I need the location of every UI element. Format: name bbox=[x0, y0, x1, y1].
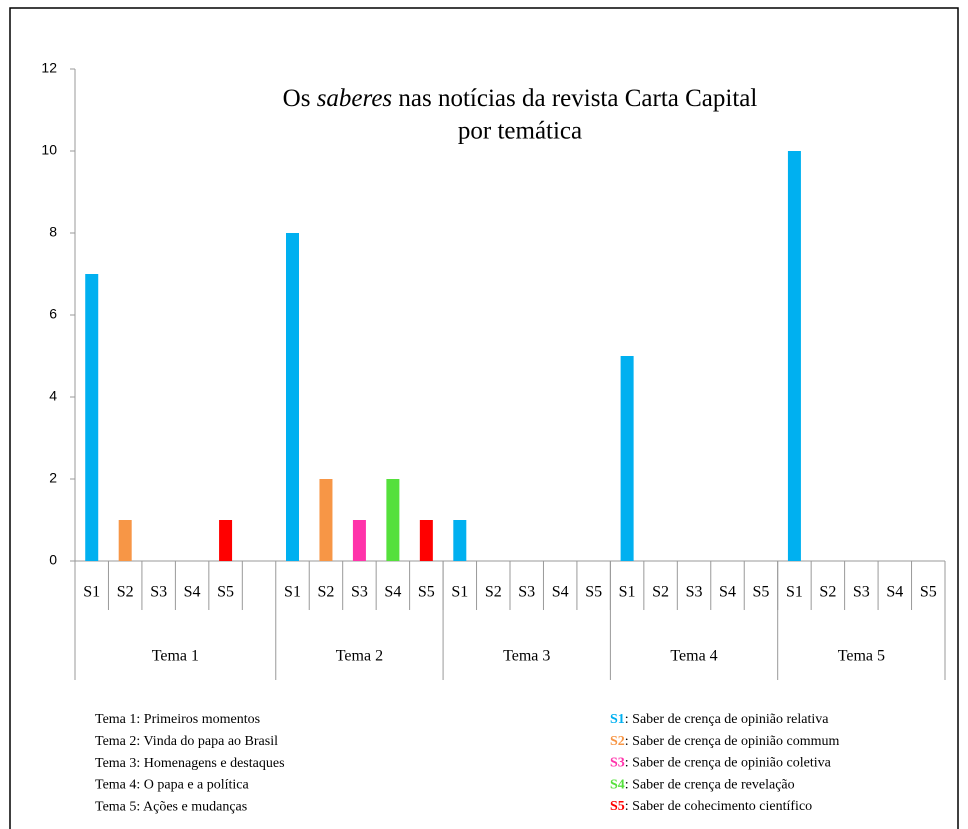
x-tick-label: S5 bbox=[418, 584, 435, 601]
bar bbox=[219, 520, 233, 561]
x-tick-label: S1 bbox=[451, 584, 468, 601]
x-tick-label: S2 bbox=[819, 584, 836, 601]
x-tick-label: S4 bbox=[719, 584, 736, 601]
x-tick-label: S1 bbox=[284, 584, 301, 601]
y-tick-label: 0 bbox=[49, 552, 57, 568]
bar bbox=[118, 520, 132, 561]
x-tick-label: S5 bbox=[920, 584, 937, 601]
legend-entry: S4: Saber de crença de revelação bbox=[610, 778, 795, 793]
group-label: Tema 4 bbox=[670, 648, 717, 665]
bar bbox=[286, 233, 299, 561]
chart-title: por temática bbox=[458, 118, 582, 145]
bar bbox=[419, 520, 433, 561]
legend-text: : Saber de crença de opinião coletiva bbox=[625, 756, 832, 771]
x-tick-label: S5 bbox=[217, 584, 234, 601]
legend-text: : Saber de cohecimento científico bbox=[625, 799, 812, 814]
group-label: Tema 5 bbox=[838, 648, 885, 665]
legend-key: S5 bbox=[610, 799, 625, 814]
bar bbox=[352, 520, 366, 561]
x-tick-label: S3 bbox=[150, 584, 167, 601]
group-label: Tema 1 bbox=[152, 648, 199, 665]
x-tick-label: S1 bbox=[83, 584, 100, 601]
x-tick-label: S3 bbox=[686, 584, 703, 601]
bar bbox=[787, 151, 801, 561]
note: Tema 2: Vinda do papa ao Brasil bbox=[95, 734, 278, 749]
legend-key: S2 bbox=[610, 734, 625, 749]
x-tick-label: S4 bbox=[384, 584, 401, 601]
legend-entry: S1: Saber de crença de opinião relativa bbox=[610, 712, 829, 727]
note: Tema 1: Primeiros momentos bbox=[95, 712, 260, 727]
group-label: Tema 2 bbox=[336, 648, 383, 665]
legend-entry: S3: Saber de crença de opinião coletiva bbox=[610, 756, 832, 771]
title-part: Os bbox=[283, 85, 317, 112]
chart-title: Os saberes nas notícias da revista Carta… bbox=[283, 85, 758, 112]
title-part: nas notícias da revista Carta Capital bbox=[392, 85, 757, 112]
legend-key: S1 bbox=[610, 712, 625, 727]
x-tick-label: S3 bbox=[853, 584, 870, 601]
title-part: saberes bbox=[317, 85, 392, 112]
y-tick-label: 10 bbox=[41, 142, 57, 158]
bar bbox=[620, 356, 634, 561]
x-tick-label: S2 bbox=[318, 584, 335, 601]
x-tick-label: S2 bbox=[485, 584, 502, 601]
legend-key: S4 bbox=[610, 778, 625, 793]
x-tick-label: S2 bbox=[117, 584, 134, 601]
x-tick-label: S1 bbox=[619, 584, 636, 601]
bar bbox=[453, 520, 467, 561]
legend-key: S3 bbox=[610, 756, 625, 771]
x-tick-label: S3 bbox=[518, 584, 535, 601]
y-tick-label: 4 bbox=[49, 388, 57, 404]
group-label: Tema 3 bbox=[503, 648, 550, 665]
y-tick-label: 2 bbox=[49, 470, 57, 486]
note: Tema 4: O papa e a política bbox=[95, 778, 250, 793]
note: Tema 3: Homenagens e destaques bbox=[95, 756, 285, 771]
x-tick-label: S5 bbox=[585, 584, 602, 601]
y-tick-label: 8 bbox=[49, 224, 57, 240]
y-tick-label: 12 bbox=[41, 60, 57, 76]
x-tick-label: S4 bbox=[886, 584, 903, 601]
bar bbox=[85, 274, 99, 561]
bar bbox=[386, 479, 400, 561]
x-tick-label: S4 bbox=[184, 584, 201, 601]
x-tick-label: S3 bbox=[351, 584, 368, 601]
x-tick-label: S4 bbox=[552, 584, 569, 601]
bar bbox=[319, 479, 333, 561]
legend-text: : Saber de crença de revelação bbox=[625, 778, 795, 793]
y-tick-label: 6 bbox=[49, 306, 57, 322]
legend-entry: S2: Saber de crença de opinião commum bbox=[610, 734, 839, 749]
x-tick-label: S5 bbox=[753, 584, 770, 601]
chart-border bbox=[9, 7, 959, 829]
x-tick-label: S1 bbox=[786, 584, 803, 601]
note: Tema 5: Ações e mudanças bbox=[95, 799, 247, 814]
x-tick-label: S2 bbox=[652, 584, 669, 601]
legend-entry: S5: Saber de cohecimento científico bbox=[610, 799, 812, 814]
legend-text: : Saber de crença de opinião relativa bbox=[625, 712, 829, 727]
legend-text: : Saber de crença de opinião commum bbox=[625, 734, 840, 749]
